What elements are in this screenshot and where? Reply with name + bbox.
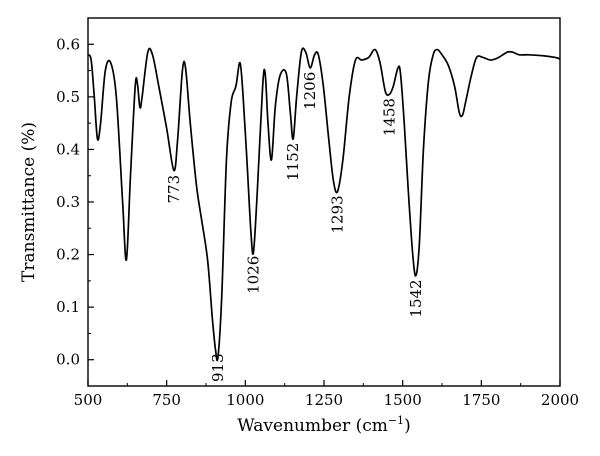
y-axis-ticks: 0.0 0.1 0.2 0.3 0.4 0.5 0.6 [56,17,94,369]
x-tick-label: 750 [152,391,181,409]
peak-label: 773 [165,175,183,204]
y-axis-title: Transmittance (%) [19,122,39,282]
x-axis-title-suffix: ) [404,416,411,436]
peak-label: 1542 [407,279,425,317]
x-tick-label: 1500 [384,391,422,409]
y-tick-label: 0.2 [56,246,80,264]
y-tick-label: 0.3 [56,193,80,211]
x-tick-label: 1250 [305,391,343,409]
x-axis-minor-ticks [126,383,522,386]
peak-label: 1026 [245,256,263,294]
x-axis-title-superscript: −1 [388,414,404,427]
plot-frame [87,17,561,387]
peak-label: 1152 [284,143,302,181]
x-tick-label: 1750 [462,391,500,409]
x-axis-title-main: Wavenumber (cm [237,416,388,436]
peak-annotations: 773 913 1026 1152 1206 1293 1458 1542 [165,72,425,382]
x-tick-label: 1000 [226,391,264,409]
y-tick-label: 0.6 [56,35,80,53]
peak-label: 1206 [301,72,319,110]
peak-label: 913 [209,353,227,382]
x-tick-label: 500 [74,391,103,409]
x-tick-label: 2000 [541,391,579,409]
x-axis-ticks: 500 750 1000 1250 1500 1750 2000 [74,380,579,409]
spectrum-line [87,47,561,362]
y-tick-label: 0.4 [56,140,80,158]
y-tick-label: 0.0 [56,351,80,369]
x-axis-title: Wavenumber (cm−1) [237,414,410,436]
peak-label: 1293 [329,195,347,233]
peak-label: 1458 [381,98,399,136]
y-tick-label: 0.5 [56,88,80,106]
y-tick-label: 0.1 [56,298,80,316]
